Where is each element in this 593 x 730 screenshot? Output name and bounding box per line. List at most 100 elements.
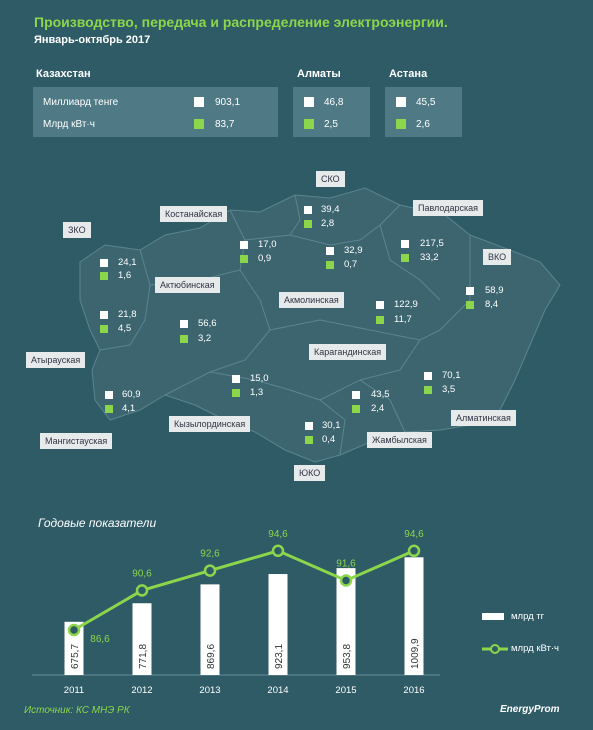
kz-label-tenge: Миллиард тенге: [43, 97, 119, 108]
tenge-square-icon: [326, 247, 334, 255]
tenge-square-icon: [466, 287, 474, 295]
region-tag-pav: Павлодарская: [413, 200, 483, 216]
line-point-2015: [339, 574, 353, 587]
yuko-value-kwh: 0,4: [322, 434, 336, 445]
x-tick-2016: 2016: [403, 685, 424, 696]
astana-value-tenge: 45,5: [416, 97, 436, 108]
region-tag-alm: Алматинская: [451, 410, 516, 426]
akm-value-kwh: 0,7: [344, 259, 358, 270]
kwh-square-icon: [304, 220, 312, 228]
man-value-tenge: 60,9: [122, 389, 141, 400]
x-tick-2015: 2015: [335, 685, 356, 696]
alm-value-tenge: 70,1: [442, 370, 461, 381]
kwh-square-icon: [466, 301, 474, 309]
region-tag-zko: ЗКО: [63, 222, 91, 238]
kwh-square-icon: [352, 405, 360, 413]
kwh-square-icon: [424, 386, 432, 394]
line-point-2012: [135, 584, 149, 597]
tenge-square-icon: [304, 97, 314, 107]
bar-2012: [132, 603, 152, 675]
kwh-square-icon: [326, 261, 334, 269]
kar-value-tenge: 122,9: [394, 299, 418, 310]
kwh-square-icon: [194, 119, 204, 129]
kos-value-kwh: 0,9: [258, 253, 272, 264]
region-tag-kos: Костанайская: [160, 206, 228, 222]
line-label-2011: 86,6: [90, 634, 110, 645]
tenge-square-icon: [100, 311, 108, 319]
line-point-2016: [407, 544, 421, 558]
zha-value-kwh: 2,4: [371, 403, 385, 414]
kwh-square-icon: [100, 325, 108, 333]
bar-label-2014: 923,1: [274, 644, 285, 669]
line-point-2011: [67, 623, 81, 637]
line-label-2012: 90,6: [132, 568, 152, 579]
region-tag-zha: Жамбылская: [367, 432, 432, 448]
yuko-value-tenge: 30,1: [322, 420, 341, 431]
sko-value-tenge: 39,4: [321, 204, 340, 215]
legend-line-icon: [482, 644, 508, 654]
legend-bar-icon: [482, 613, 504, 620]
line-label-2015: 91,6: [336, 559, 356, 570]
legend-line-label: млрд кВт·ч: [511, 643, 559, 654]
region-tag-kar: Карагандинская: [309, 344, 387, 360]
pav-value-kwh: 33,2: [420, 252, 439, 263]
tenge-square-icon: [305, 422, 313, 430]
kwh-square-icon: [180, 335, 188, 343]
tenge-square-icon: [376, 301, 384, 309]
kzl-value-kwh: 1,3: [250, 387, 264, 398]
tenge-square-icon: [304, 206, 312, 214]
bar-label-2015: 953,8: [342, 644, 353, 669]
line-label-2013: 92,6: [200, 549, 220, 560]
chart-title: Годовые показатели: [38, 516, 157, 530]
aty-value-kwh: 4,5: [118, 323, 132, 334]
aty-value-tenge: 21,8: [118, 309, 137, 320]
kar-value-kwh: 11,7: [394, 314, 412, 325]
bar-label-2012: 771,8: [138, 644, 149, 669]
vko-value-kwh: 8,4: [485, 299, 499, 310]
region-tag-akm: Акмолинская: [279, 292, 344, 308]
akt-value-tenge: 56,6: [198, 318, 217, 329]
kz-value-kwh: 83,7: [215, 119, 235, 130]
kz-value-tenge: 903,1: [215, 97, 241, 108]
page-title: Производство, передача и распределение э…: [34, 14, 448, 30]
region-tag-sko: СКО: [316, 171, 345, 187]
line-label-2016: 94,6: [404, 529, 424, 540]
tenge-square-icon: [424, 372, 432, 380]
kz-label-kwh: Млрд кВт·ч: [43, 119, 95, 130]
tenge-square-icon: [105, 391, 113, 399]
region-tag-aty: Атырауская: [26, 352, 86, 368]
region-tag-kzl: Кызылординская: [169, 416, 251, 432]
x-tick-2012: 2012: [131, 685, 152, 696]
man-value-kwh: 4,1: [122, 403, 136, 414]
x-tick-2014: 2014: [267, 685, 288, 696]
bar-2014: [268, 574, 288, 675]
kzl-value-tenge: 15,0: [250, 373, 269, 384]
bar-label-2013: 869,6: [206, 644, 217, 669]
akm-value-tenge: 32,9: [344, 245, 363, 256]
bar-2013: [200, 584, 220, 675]
tenge-square-icon: [194, 97, 204, 107]
kwh-square-icon: [396, 119, 406, 129]
kwh-square-icon: [401, 254, 409, 262]
kwh-series-line: [73, 549, 415, 632]
zha-value-tenge: 43,5: [371, 389, 390, 400]
tenge-square-icon: [240, 241, 248, 249]
kwh-square-icon: [232, 389, 240, 397]
page-subtitle: Январь-октябрь 2017: [34, 34, 151, 46]
line-point-2013: [203, 564, 217, 577]
pav-value-tenge: 217,5: [420, 238, 444, 249]
bar-label-2016: 1009,9: [410, 638, 421, 669]
kz-summary-title: Казахстан: [36, 68, 91, 80]
x-tick-2011: 2011: [64, 685, 84, 696]
region-tag-man: Мангистауская: [40, 433, 113, 449]
tenge-square-icon: [401, 240, 409, 248]
tenge-square-icon: [396, 97, 406, 107]
bar-2011: [64, 621, 84, 675]
bar-2016: [404, 557, 424, 675]
kos-value-tenge: 17,0: [258, 239, 277, 250]
source-note: Источник: КС МНЭ РК: [24, 705, 130, 716]
tenge-square-icon: [232, 375, 240, 383]
astana-value-kwh: 2,6: [416, 119, 430, 130]
akt-value-kwh: 3,2: [198, 333, 212, 344]
